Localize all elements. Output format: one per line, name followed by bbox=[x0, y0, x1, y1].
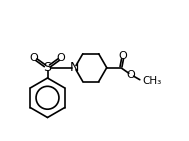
Text: O: O bbox=[127, 70, 136, 80]
Text: O: O bbox=[57, 53, 65, 63]
Text: O: O bbox=[119, 51, 127, 61]
Text: S: S bbox=[43, 61, 51, 74]
Text: O: O bbox=[30, 53, 38, 63]
Text: CH₃: CH₃ bbox=[142, 76, 161, 86]
Text: N: N bbox=[70, 61, 79, 74]
